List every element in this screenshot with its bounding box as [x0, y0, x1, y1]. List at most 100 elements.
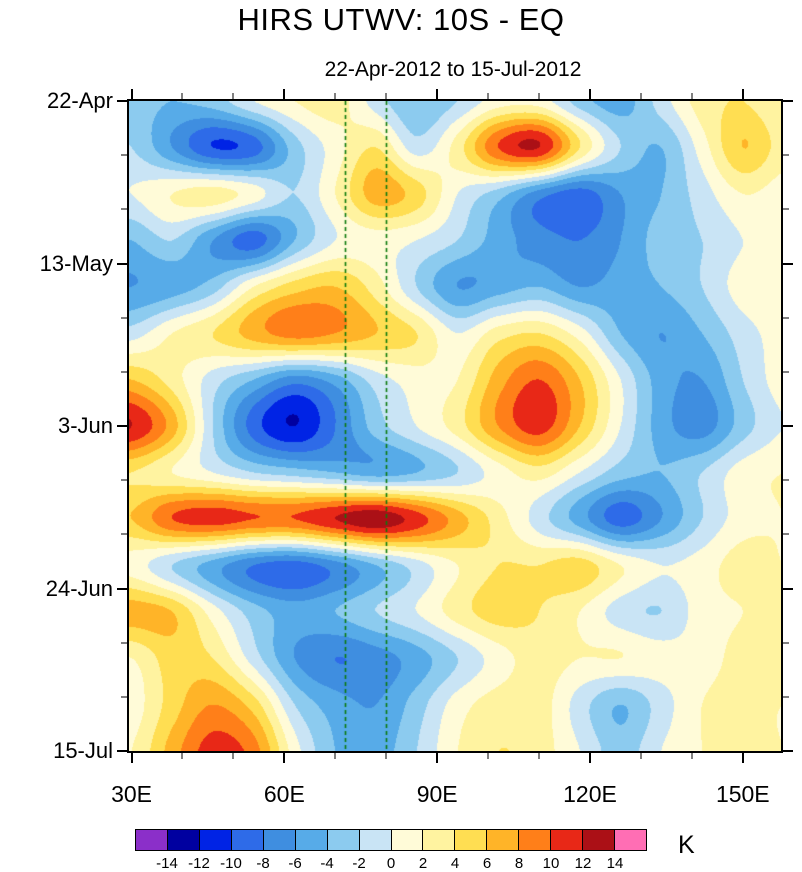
colorbar-tick-label: 10	[542, 855, 560, 872]
x-axis-tick-label: 30E	[111, 781, 153, 807]
y-axis-major-tick	[783, 262, 793, 265]
y-axis-minor-tick	[783, 642, 789, 644]
colorbar-segment	[423, 830, 456, 850]
x-axis-major-tick	[741, 89, 744, 99]
y-axis-minor-tick	[783, 317, 789, 319]
colorbar-segment	[359, 830, 392, 850]
colorbar-swatches	[135, 829, 647, 851]
y-axis-minor-tick	[121, 317, 127, 319]
x-axis-minor-tick	[334, 753, 336, 759]
y-axis-minor-tick	[783, 696, 789, 698]
colorbar-tick-label: -10	[220, 855, 242, 872]
colorbar-segment	[455, 830, 488, 850]
y-axis-tick-label: 24-Jun	[45, 575, 113, 601]
x-axis-minor-tick	[640, 753, 642, 759]
y-axis-major-tick	[783, 100, 793, 102]
x-axis-minor-tick	[487, 753, 489, 759]
x-axis-minor-tick	[691, 93, 693, 99]
x-axis-minor-tick	[334, 93, 336, 99]
chart-title: HIRS UTWV: 10S - EQ	[237, 2, 565, 37]
y-axis-major-tick	[783, 425, 793, 427]
y-axis-minor-tick	[121, 154, 127, 156]
x-axis-major-tick	[130, 753, 133, 763]
colorbar-segment	[519, 830, 552, 850]
colorbar-segment	[615, 830, 646, 850]
colorbar-segment	[295, 830, 328, 850]
y-axis-major-tick	[117, 750, 127, 752]
y-axis-minor-tick	[121, 642, 127, 644]
colorbar-tick-label: -8	[256, 855, 270, 872]
y-axis-major-tick	[783, 750, 793, 752]
x-axis-major-tick	[588, 753, 591, 763]
chart-subtitle: 22-Apr-2012 to 15-Jul-2012	[324, 58, 582, 81]
y-axis-major-tick	[117, 587, 127, 590]
x-axis-minor-tick	[181, 753, 183, 759]
colorbar-segment	[231, 830, 264, 850]
y-axis-minor-tick	[121, 479, 127, 481]
x-axis-minor-tick	[232, 93, 234, 99]
plot-area: 30E 60E 90E 120E 150E 22-Apr 13-May 3-Jun 24-Jun…	[40, 88, 793, 807]
y-axis-minor-tick	[783, 479, 789, 481]
x-axis-major-tick	[741, 753, 744, 763]
y-axis-tick-label: 15-Jul	[53, 738, 113, 763]
y-axis-minor-tick	[783, 208, 789, 210]
x-axis-minor-tick	[538, 93, 540, 99]
x-axis-tick-label: 150E	[715, 781, 770, 807]
y-axis-major-tick	[117, 100, 127, 102]
colorbar-segment	[199, 830, 232, 850]
colorbar-tick-label: -6	[288, 855, 302, 872]
y-axis-minor-tick	[121, 371, 127, 373]
x-axis-major-tick	[588, 89, 591, 99]
x-axis-tick-label: 90E	[416, 781, 458, 807]
colorbar-tick-label: -14	[156, 855, 178, 872]
y-axis-major-tick	[117, 262, 127, 265]
y-axis-tick-label: 3-Jun	[57, 413, 113, 438]
colorbar-segment	[136, 830, 168, 850]
x-axis-minor-tick	[181, 93, 183, 99]
x-axis-minor-tick	[385, 753, 387, 759]
colorbar-segment	[263, 830, 296, 850]
heatmap-canvas	[129, 101, 781, 751]
colorbar-segment	[487, 830, 520, 850]
x-axis-tick-label: 120E	[563, 781, 617, 807]
colorbar-segment	[167, 830, 200, 850]
x-axis-major-tick	[283, 753, 286, 763]
colorbar-segment	[551, 830, 584, 850]
x-axis-tick-label: 60E	[263, 781, 305, 807]
x-axis-major-tick	[436, 89, 439, 99]
y-axis-minor-tick	[783, 371, 789, 373]
colorbar-unit-label: K	[678, 831, 695, 859]
colorbar-tick-label: 14	[606, 855, 624, 872]
x-axis-minor-tick	[487, 93, 489, 99]
colorbar-tick-label: 12	[574, 855, 592, 872]
y-axis-minor-tick	[783, 533, 789, 535]
x-axis-major-tick	[283, 89, 286, 99]
y-axis-tick-label: 13-May	[39, 250, 113, 276]
x-axis-minor-tick	[691, 753, 693, 759]
y-axis-major-tick	[117, 425, 127, 427]
colorbar-tick-label: 6	[482, 855, 492, 872]
y-axis-minor-tick	[783, 154, 789, 156]
colorbar-segment	[391, 830, 424, 850]
y-axis-minor-tick	[121, 533, 127, 535]
x-axis-major-tick	[436, 753, 439, 763]
colorbar-tick-label: 0	[386, 855, 396, 872]
x-axis-minor-tick	[232, 753, 234, 759]
colorbar-tick-label: -4	[320, 855, 334, 872]
y-axis-major-tick	[783, 587, 793, 590]
colorbar-segment	[327, 830, 360, 850]
x-axis-minor-tick	[640, 93, 642, 99]
y-axis-tick-label: 22-Apr	[46, 88, 113, 113]
colorbar-tick-label: 2	[418, 855, 428, 872]
colorbar-tick-label: -12	[188, 855, 210, 872]
colorbar-tick-label: 8	[514, 855, 524, 872]
colorbar-tick-label: -2	[352, 855, 366, 872]
x-axis-minor-tick	[385, 93, 387, 99]
colorbar-tick-label: 4	[450, 855, 460, 872]
y-axis-minor-tick	[121, 696, 127, 698]
x-axis-minor-tick	[538, 753, 540, 759]
y-axis-minor-tick	[121, 208, 127, 210]
colorbar: -14 -12 -10 -8 -6 -4 -2 0 2 4 6 8 10 12 14	[135, 829, 647, 872]
x-axis-major-tick	[130, 89, 133, 99]
colorbar-segment	[583, 830, 616, 850]
